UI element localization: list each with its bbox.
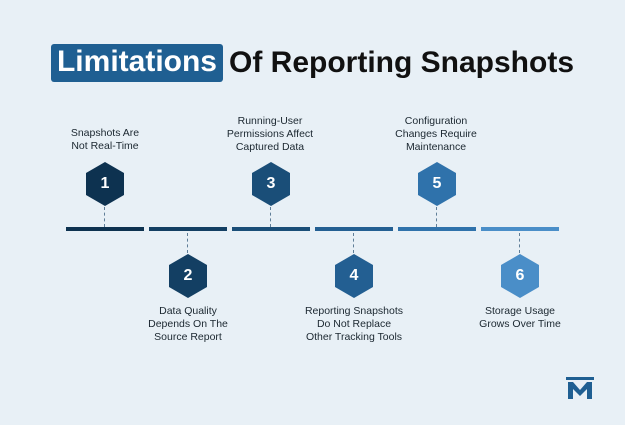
step-4-connector — [353, 233, 354, 253]
page-title: Limitations Of Reporting Snapshots — [0, 44, 625, 82]
timeline-segment-4 — [315, 227, 393, 231]
timeline-segment-1 — [66, 227, 144, 231]
step-5-label: Configuration Changes Require Maintenance — [395, 115, 477, 153]
step-5-number: 5 — [432, 175, 442, 192]
m-logo-icon — [566, 377, 594, 399]
step-5-connector — [436, 207, 437, 227]
step-6-hexagon: 6 — [497, 253, 543, 299]
step-1-hexagon: 1 — [82, 161, 128, 207]
step-4-label: Reporting Snapshots Do Not Replace Other T… — [304, 305, 404, 343]
timeline-segment-2 — [149, 227, 227, 231]
step-2-label: Data Quality Depends On The Source Report — [148, 305, 228, 343]
step-6-connector — [519, 233, 520, 253]
title-rest: Of Reporting Snapshots — [229, 46, 574, 79]
title-highlight: Limitations — [50, 44, 223, 82]
timeline-segment-5 — [398, 227, 476, 231]
step-6-number: 6 — [515, 267, 525, 284]
step-1-number: 1 — [100, 175, 110, 192]
step-4-hexagon: 4 — [331, 253, 377, 299]
step-3-number: 3 — [266, 175, 276, 192]
step-3-hexagon: 3 — [248, 161, 294, 207]
step-4-number: 4 — [349, 267, 359, 284]
step-5-hexagon: 5 — [414, 161, 460, 207]
step-2-number: 2 — [183, 267, 193, 284]
step-3-label: Running-User Permissions Affect Captured D… — [226, 115, 314, 153]
step-6-label: Storage Usage Grows Over Time — [479, 305, 561, 330]
timeline-segment-3 — [232, 227, 310, 231]
step-2-connector — [187, 233, 188, 253]
step-2-hexagon: 2 — [165, 253, 211, 299]
timeline-segment-6 — [481, 227, 559, 231]
step-1-label: Snapshots Are Not Real-Time — [70, 127, 140, 152]
step-3-connector — [270, 207, 271, 227]
step-1-connector — [104, 207, 105, 227]
